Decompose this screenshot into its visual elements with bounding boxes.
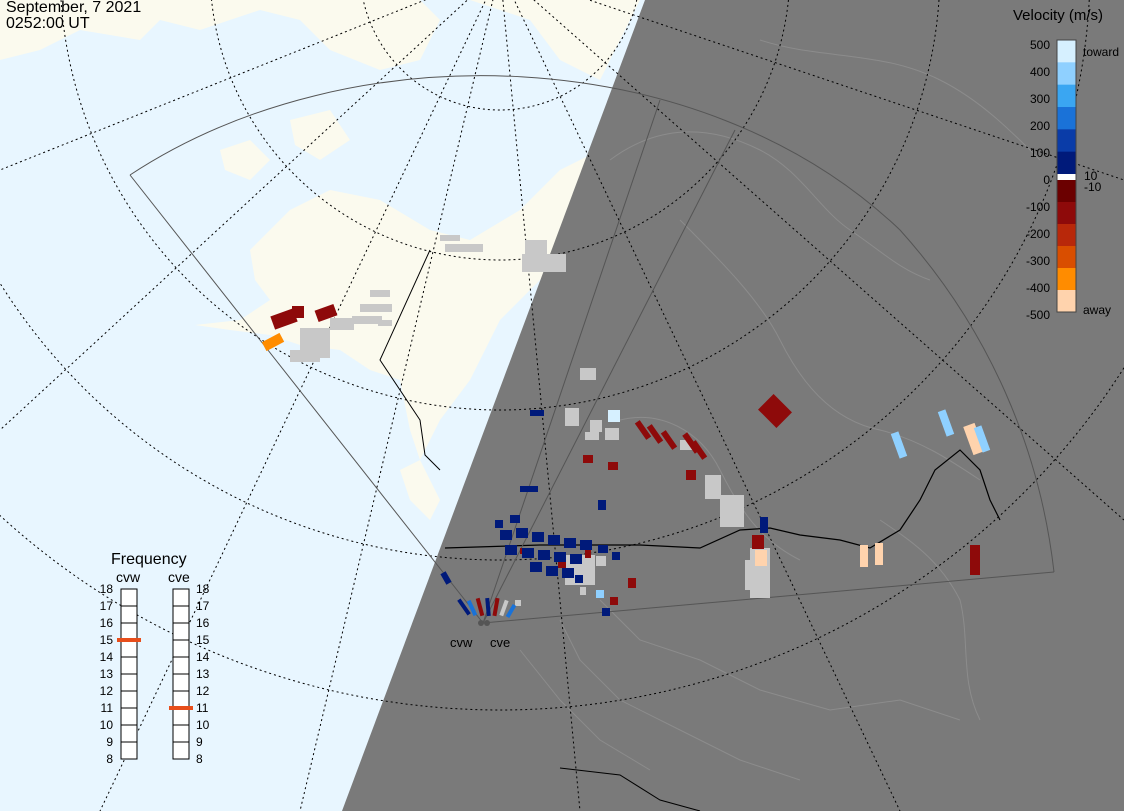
colorbar-tick-label: 300 bbox=[1030, 92, 1050, 106]
frequency-title: Frequency bbox=[111, 551, 187, 568]
night-region bbox=[342, 0, 1124, 811]
frequency-cell bbox=[172, 673, 190, 692]
frequency-radar-label-cvw: cvw bbox=[116, 569, 141, 585]
colorbar-swatch-toward bbox=[1057, 62, 1076, 86]
frequency-tick-label: 14 bbox=[100, 650, 114, 664]
colorbar-away-label: away bbox=[1083, 303, 1111, 317]
colorbar-tick-label: 0 bbox=[1043, 173, 1050, 187]
frequency-tick-label: 12 bbox=[196, 684, 210, 698]
frequency-tick-label: 10 bbox=[100, 718, 114, 732]
colorbar-swatches bbox=[1057, 40, 1076, 313]
colorbar-tick-label: 400 bbox=[1030, 65, 1050, 79]
frequency-tick-label: 13 bbox=[100, 667, 114, 681]
colorbar-tick-label: -10 bbox=[1084, 180, 1102, 194]
frequency-tick-label: 16 bbox=[196, 616, 210, 630]
frequency-tick-label: 15 bbox=[196, 633, 210, 647]
colorbar-tick-label: -500 bbox=[1026, 308, 1050, 322]
colorbar-tick-label: -200 bbox=[1026, 227, 1050, 241]
colorbar-swatch-away bbox=[1057, 202, 1076, 225]
frequency-tick-label: 11 bbox=[101, 701, 114, 715]
frequency-cell bbox=[172, 707, 190, 726]
frequency-marker bbox=[117, 638, 141, 642]
frequency-tick-label: 12 bbox=[100, 684, 114, 698]
frequency-tick-label: 13 bbox=[196, 667, 210, 681]
colorbar-toward-label: toward bbox=[1083, 45, 1119, 59]
radar-label-cvw: cvw bbox=[450, 635, 473, 650]
colorbar-title: Velocity (m/s) bbox=[1013, 7, 1103, 24]
frequency-tick-label: 11 bbox=[196, 701, 209, 715]
frequency-cell bbox=[172, 622, 190, 641]
frequency-scale-cvw: 18 17 16 15 14 13 12 11 10 9 8 bbox=[100, 582, 141, 766]
frequency-marker bbox=[169, 706, 193, 710]
colorbar-swatch-away bbox=[1057, 246, 1076, 269]
frequency-tick-label: 17 bbox=[196, 599, 210, 613]
frequency-tick-label: 9 bbox=[196, 735, 203, 749]
colorbar-tick-label: 10 bbox=[1084, 169, 1098, 183]
colorbar-tick-label: 200 bbox=[1030, 119, 1050, 133]
frequency-panel: Frequency cvw cve 18 17 16 15 14 13 12 11 10 9 8 1… bbox=[100, 551, 210, 766]
frequency-tick-label: 17 bbox=[100, 599, 114, 613]
frequency-cell bbox=[172, 656, 190, 675]
frequency-tick-label: 10 bbox=[196, 718, 210, 732]
frequency-cell bbox=[120, 622, 138, 641]
colorbar-swatch-toward bbox=[1057, 84, 1076, 108]
colorbar-swatch-zero bbox=[1057, 174, 1076, 180]
frequency-cell bbox=[120, 741, 138, 760]
frequency-cell bbox=[120, 639, 138, 658]
country-border bbox=[444, 449, 1001, 549]
colorbar-tick-label: -300 bbox=[1026, 254, 1050, 268]
colorbar-swatch-away bbox=[1057, 268, 1076, 291]
timestamp-time: 0252:00 UT bbox=[6, 15, 90, 32]
frequency-cell bbox=[172, 605, 190, 624]
colorbar-swatch-toward bbox=[1057, 129, 1076, 153]
frequency-cell bbox=[172, 588, 190, 607]
colorbar-swatch-toward bbox=[1057, 40, 1076, 63]
frequency-scale-cve: 18 17 16 15 14 13 12 11 10 9 8 bbox=[169, 582, 210, 766]
frequency-tick-label: 18 bbox=[100, 582, 114, 596]
frequency-tick-label: 18 bbox=[196, 582, 210, 596]
frequency-cell bbox=[172, 690, 190, 709]
away-velocity-cells bbox=[261, 303, 985, 605]
colorbar-tick-label: 100 bbox=[1030, 146, 1050, 160]
toward-velocity-cells bbox=[440, 409, 991, 619]
frequency-tick-label: 8 bbox=[106, 752, 113, 766]
frequency-cell bbox=[172, 639, 190, 658]
frequency-radar-label-cve: cve bbox=[168, 569, 190, 585]
frequency-cell bbox=[120, 690, 138, 709]
frequency-cell bbox=[120, 707, 138, 726]
frequency-cell bbox=[120, 605, 138, 624]
frequency-cell bbox=[172, 741, 190, 760]
frequency-cell bbox=[120, 724, 138, 743]
colorbar-swatch-away bbox=[1057, 290, 1076, 313]
colorbar-tick-label: 500 bbox=[1030, 38, 1050, 52]
colorbar-swatch-away bbox=[1057, 224, 1076, 247]
frequency-cell bbox=[120, 656, 138, 675]
colorbar-swatch-toward bbox=[1057, 107, 1076, 130]
frequency-cell bbox=[120, 588, 138, 607]
colorbar-tick-label: -400 bbox=[1026, 281, 1050, 295]
timestamp-header: September, 7 2021 0252:00 UT bbox=[6, 0, 141, 32]
frequency-tick-label: 8 bbox=[196, 752, 203, 766]
night-outlines bbox=[519, 39, 1041, 781]
colorbar-swatch-toward bbox=[1057, 151, 1076, 175]
radar-sites: cvw cve bbox=[450, 620, 510, 650]
radar-label-cve: cve bbox=[490, 635, 510, 650]
colorbar-swatch-away bbox=[1057, 180, 1076, 203]
frequency-tick-label: 16 bbox=[100, 616, 114, 630]
frequency-cell bbox=[120, 673, 138, 692]
frequency-tick-label: 14 bbox=[196, 650, 210, 664]
landmass bbox=[0, 0, 640, 520]
frequency-tick-label: 15 bbox=[100, 633, 114, 647]
colorbar-tick-label: -100 bbox=[1026, 200, 1050, 214]
timestamp-date: September, 7 2021 bbox=[6, 0, 142, 16]
frequency-tick-label: 9 bbox=[106, 735, 113, 749]
frequency-cell bbox=[172, 724, 190, 743]
